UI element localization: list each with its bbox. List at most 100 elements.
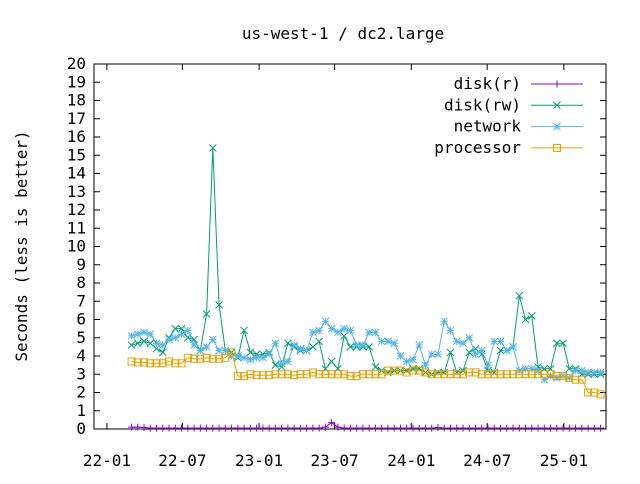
data-point xyxy=(415,366,424,375)
data-point xyxy=(578,424,586,432)
data-point xyxy=(271,424,279,432)
x-tick-label: 25-01 xyxy=(540,451,588,470)
data-point xyxy=(327,370,336,379)
data-point xyxy=(552,339,561,348)
data-point xyxy=(396,366,405,375)
data-point xyxy=(502,346,511,355)
data-point xyxy=(452,337,461,346)
data-point xyxy=(215,354,224,363)
data-point xyxy=(158,359,167,368)
data-point xyxy=(565,364,574,373)
data-point xyxy=(277,363,286,371)
data-point xyxy=(490,370,499,379)
data-point xyxy=(597,424,605,432)
data-point xyxy=(290,341,298,349)
data-point xyxy=(477,370,486,379)
data-point xyxy=(371,370,380,379)
data-point xyxy=(265,371,274,380)
data-point xyxy=(515,424,523,432)
data-point xyxy=(515,291,524,300)
data-point xyxy=(128,423,136,431)
data-point xyxy=(203,424,211,432)
data-point xyxy=(190,424,198,432)
data-point xyxy=(159,424,167,432)
legend: disk(r) disk(rw) network processor xyxy=(434,74,583,157)
data-point xyxy=(158,348,167,357)
data-point xyxy=(359,341,367,349)
data-point xyxy=(503,424,511,432)
legend-label: network xyxy=(454,117,522,136)
data-point xyxy=(265,424,273,432)
data-point xyxy=(477,346,486,355)
data-point xyxy=(584,368,592,377)
data-point xyxy=(346,424,354,432)
data-point xyxy=(421,361,430,369)
data-point xyxy=(484,361,492,369)
data-point xyxy=(509,343,517,351)
y-tick-label: 7 xyxy=(76,291,86,310)
data-point xyxy=(233,372,242,381)
data-point xyxy=(383,366,392,375)
data-point xyxy=(459,339,467,348)
data-point xyxy=(577,366,586,375)
data-point xyxy=(208,144,217,152)
data-point xyxy=(440,370,449,379)
data-point xyxy=(340,370,349,379)
y-tick-label: 4 xyxy=(76,346,86,365)
data-point xyxy=(497,424,505,432)
data-point xyxy=(303,424,311,432)
data-point xyxy=(290,424,298,432)
data-point xyxy=(559,339,567,348)
data-point xyxy=(465,368,474,377)
data-point xyxy=(233,352,242,360)
data-point xyxy=(484,370,493,379)
data-point xyxy=(408,366,417,375)
data-point xyxy=(396,424,404,432)
y-tick-label: 16 xyxy=(67,127,86,146)
data-point xyxy=(427,370,436,379)
data-point xyxy=(309,343,317,351)
data-point xyxy=(184,424,192,432)
data-point xyxy=(271,339,280,348)
data-point xyxy=(521,364,530,373)
data-point xyxy=(178,424,186,432)
data-point xyxy=(390,424,398,432)
legend-swatch-marker xyxy=(553,101,561,110)
data-point xyxy=(515,370,524,379)
data-point xyxy=(215,301,223,309)
data-point xyxy=(165,357,174,366)
data-point xyxy=(221,353,230,362)
data-point xyxy=(384,424,392,432)
data-point xyxy=(315,326,324,335)
data-point xyxy=(458,370,467,379)
data-point xyxy=(321,423,329,431)
data-point xyxy=(446,424,454,432)
data-point xyxy=(246,424,254,432)
data-point xyxy=(183,353,192,362)
data-point xyxy=(352,341,361,349)
data-point xyxy=(459,424,467,432)
y-tick-label: 3 xyxy=(76,364,86,383)
series-processor xyxy=(127,348,605,399)
data-point xyxy=(321,370,330,379)
data-point xyxy=(384,337,392,346)
data-point xyxy=(340,424,348,432)
data-point xyxy=(277,370,286,379)
data-point xyxy=(177,324,186,333)
data-point xyxy=(284,357,292,366)
data-point xyxy=(278,424,286,432)
data-point xyxy=(271,370,280,379)
y-axis-label: Seconds (less is better) xyxy=(12,130,31,361)
data-point xyxy=(496,337,505,346)
y-tick-label: 19 xyxy=(67,72,86,91)
data-point xyxy=(559,372,568,381)
data-point xyxy=(177,359,186,368)
data-point xyxy=(371,363,380,371)
data-point xyxy=(534,370,543,379)
data-point xyxy=(478,424,486,432)
data-point xyxy=(433,370,442,379)
data-point xyxy=(252,371,261,380)
